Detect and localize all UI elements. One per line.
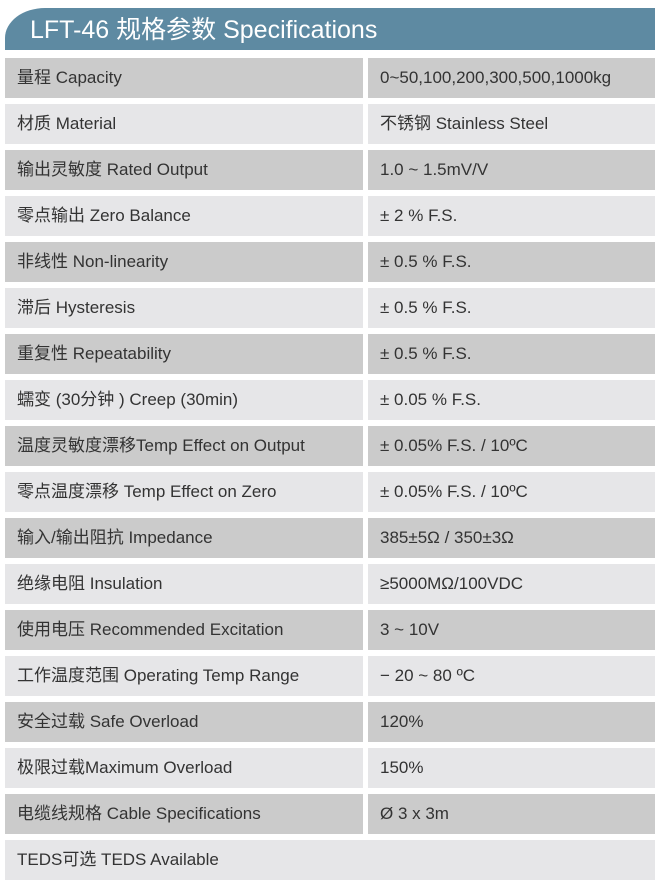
spec-row: 材质 Material 不锈钢 Stainless Steel [5,104,655,144]
spec-label: 零点输出 Zero Balance [5,196,363,236]
spec-row: 工作温度范围 Operating Temp Range − 20 ~ 80 ºC [5,656,655,696]
spec-label: 温度灵敏度漂移Temp Effect on Output [5,426,363,466]
spec-value: ± 2 % F.S. [368,196,655,236]
spec-row: 极限过载Maximum Overload 150% [5,748,655,788]
spec-label: 安全过载 Safe Overload [5,702,363,742]
spec-row: 蠕变 (30分钟 ) Creep (30min) ± 0.05 % F.S. [5,380,655,420]
spec-value: Ø 3 x 3m [368,794,655,834]
spec-value: ≥5000MΩ/100VDC [368,564,655,604]
spec-label: 重复性 Repeatability [5,334,363,374]
teds-label: TEDS可选 TEDS Available [5,840,655,880]
spec-label: 绝缘电阻 Insulation [5,564,363,604]
spec-row: 电缆线规格 Cable Specifications Ø 3 x 3m [5,794,655,834]
spec-row: 非线性 Non-linearity ± 0.5 % F.S. [5,242,655,282]
spec-row: 输出灵敏度 Rated Output 1.0 ~ 1.5mV/V [5,150,655,190]
spec-value: 385±5Ω / 350±3Ω [368,518,655,558]
spec-label: 输出灵敏度 Rated Output [5,150,363,190]
spec-row: 绝缘电阻 Insulation ≥5000MΩ/100VDC [5,564,655,604]
spec-label: 工作温度范围 Operating Temp Range [5,656,363,696]
spec-value: ± 0.5 % F.S. [368,288,655,328]
spec-value: 不锈钢 Stainless Steel [368,104,655,144]
spec-row: 重复性 Repeatability ± 0.5 % F.S. [5,334,655,374]
spec-label: 蠕变 (30分钟 ) Creep (30min) [5,380,363,420]
spec-value: ± 0.05 % F.S. [368,380,655,420]
spec-value: 1.0 ~ 1.5mV/V [368,150,655,190]
spec-row: 输入/输出阻抗 Impedance 385±5Ω / 350±3Ω [5,518,655,558]
spec-value: ± 0.5 % F.S. [368,334,655,374]
spec-label: 材质 Material [5,104,363,144]
spec-row: 量程 Capacity 0~50,100,200,300,500,1000kg [5,58,655,98]
spec-label: 电缆线规格 Cable Specifications [5,794,363,834]
spec-value: ± 0.05% F.S. / 10ºC [368,472,655,512]
spec-value: ± 0.05% F.S. / 10ºC [368,426,655,466]
spec-label: 极限过载Maximum Overload [5,748,363,788]
spec-value: 0~50,100,200,300,500,1000kg [368,58,655,98]
spec-title: LFT-46 规格参数 Specifications [5,8,655,50]
spec-value: 3 ~ 10V [368,610,655,650]
spec-row: 滞后 Hysteresis ± 0.5 % F.S. [5,288,655,328]
spec-label: 使用电压 Recommended Excitation [5,610,363,650]
spec-row: 零点温度漂移 Temp Effect on Zero ± 0.05% F.S. /… [5,472,655,512]
spec-value: 120% [368,702,655,742]
spec-row: 使用电压 Recommended Excitation 3 ~ 10V [5,610,655,650]
spec-table: 量程 Capacity 0~50,100,200,300,500,1000kg 材质… [5,58,655,886]
spec-row-teds: TEDS可选 TEDS Available [5,840,655,880]
spec-label: 量程 Capacity [5,58,363,98]
spec-label: 非线性 Non-linearity [5,242,363,282]
spec-value: − 20 ~ 80 ºC [368,656,655,696]
spec-row: 温度灵敏度漂移Temp Effect on Output ± 0.05% F.S.… [5,426,655,466]
spec-label: 输入/输出阻抗 Impedance [5,518,363,558]
spec-row: 零点输出 Zero Balance ± 2 % F.S. [5,196,655,236]
spec-label: 滞后 Hysteresis [5,288,363,328]
spec-value: ± 0.5 % F.S. [368,242,655,282]
spec-value: 150% [368,748,655,788]
spec-label: 零点温度漂移 Temp Effect on Zero [5,472,363,512]
spec-row: 安全过载 Safe Overload 120% [5,702,655,742]
